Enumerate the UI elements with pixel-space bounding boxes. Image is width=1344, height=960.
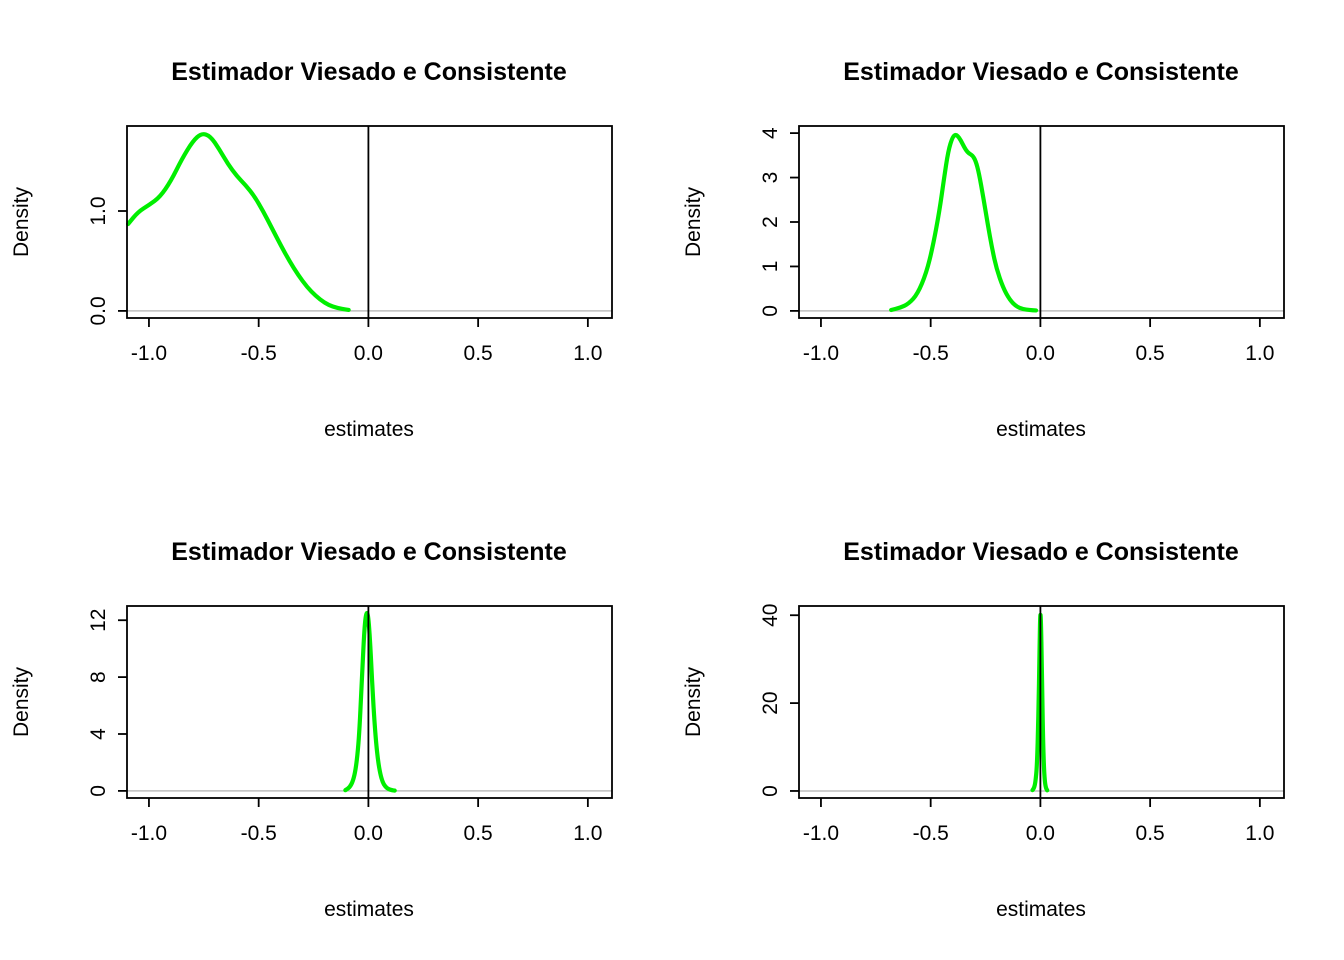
y-axis-label: Density [10,186,33,257]
svg-text:2: 2 [759,216,782,228]
svg-text:0.0: 0.0 [87,296,110,325]
svg-text:40: 40 [759,604,782,627]
svg-text:4: 4 [87,728,110,740]
y-axis-label: Density [682,186,705,257]
svg-text:-0.5: -0.5 [913,822,949,845]
svg-text:20: 20 [759,691,782,714]
svg-text:0.5: 0.5 [1136,342,1165,365]
svg-text:1.0: 1.0 [1245,342,1274,365]
svg-text:-0.5: -0.5 [241,342,277,365]
svg-text:0: 0 [759,785,782,797]
svg-text:3: 3 [759,172,782,184]
plot-title: Estimador Viesado e Consistente [171,538,567,566]
svg-text:12: 12 [87,609,110,632]
svg-text:8: 8 [87,671,110,683]
svg-text:1.0: 1.0 [1245,822,1274,845]
svg-text:0: 0 [759,305,782,317]
density-plot-bottom-left: -1.0 -0.5 0.0 0.5 1.0 0 4 8 12 Estimador Viesado… [10,538,613,921]
svg-text:0: 0 [87,785,110,797]
svg-text:0.0: 0.0 [354,342,383,365]
density-plot-bottom-right: -1.0 -0.5 0.0 0.5 1.0 0 20 40 Estimador Viesado… [682,538,1285,921]
y-axis-label: Density [682,666,705,737]
svg-text:0.5: 0.5 [464,342,493,365]
svg-text:0.0: 0.0 [1026,822,1055,845]
svg-text:-0.5: -0.5 [913,342,949,365]
svg-text:-0.5: -0.5 [241,822,277,845]
svg-text:1.0: 1.0 [573,342,602,365]
x-axis-label: estimates [996,418,1086,441]
plot-title: Estimador Viesado e Consistente [843,538,1239,566]
density-plot-top-left: -1.0 -0.5 0.0 0.5 1.0 0.0 1.0 Estimador Viesad… [10,58,613,441]
svg-text:0.0: 0.0 [354,822,383,845]
svg-text:-1.0: -1.0 [131,822,167,845]
svg-text:4: 4 [759,127,782,139]
x-axis-label: estimates [324,418,414,441]
svg-text:-1.0: -1.0 [803,822,839,845]
svg-text:-1.0: -1.0 [803,342,839,365]
x-axis-label: estimates [324,898,414,921]
svg-text:0.5: 0.5 [1136,822,1165,845]
y-axis-label: Density [10,666,33,737]
plot-title: Estimador Viesado e Consistente [171,58,567,86]
svg-text:1.0: 1.0 [87,196,110,225]
svg-text:0.5: 0.5 [464,822,493,845]
svg-text:0.0: 0.0 [1026,342,1055,365]
x-axis-label: estimates [996,898,1086,921]
svg-text:-1.0: -1.0 [131,342,167,365]
svg-text:1.0: 1.0 [573,822,602,845]
plot-title: Estimador Viesado e Consistente [843,58,1239,86]
density-plot-top-right: -1.0 -0.5 0.0 0.5 1.0 0 1 2 3 4 Estimador Viesado… [682,58,1285,441]
svg-text:1: 1 [759,261,782,273]
